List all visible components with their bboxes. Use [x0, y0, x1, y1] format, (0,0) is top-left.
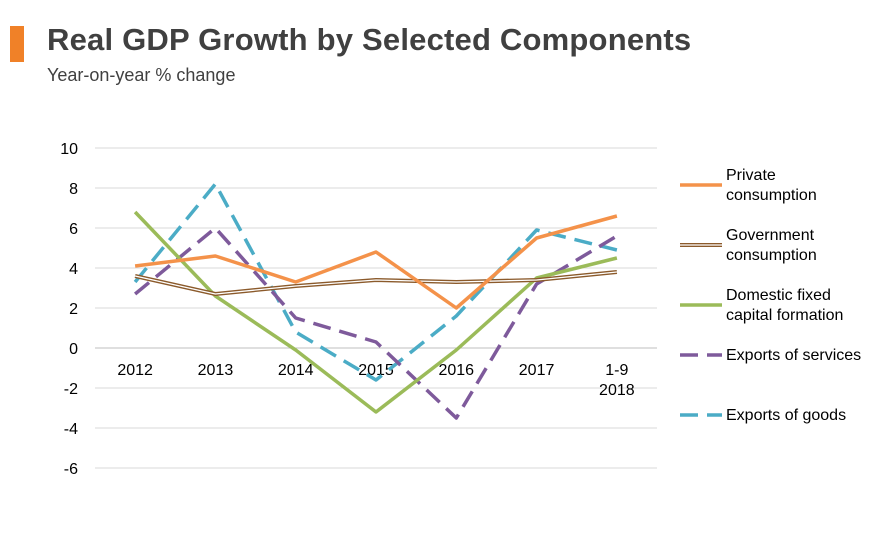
x-tick-label: 2012 — [117, 362, 153, 379]
page-subtitle: Year-on-year % change — [47, 65, 236, 85]
series-line-government-consumption-inner — [134, 271, 617, 295]
y-tick-label: 4 — [69, 261, 78, 278]
page-title: Real GDP Growth by Selected Components — [47, 22, 692, 57]
y-tick-label: -2 — [64, 381, 78, 398]
x-tick-label: 2013 — [198, 362, 234, 379]
y-tick-label: 6 — [69, 221, 78, 238]
gridlines — [95, 147, 657, 469]
y-tick-label: 0 — [69, 341, 78, 358]
y-tick-label: 8 — [69, 181, 78, 198]
x-tick-label: 2017 — [519, 362, 555, 379]
legend: Private consumption Government consumption D… — [680, 167, 861, 424]
series-lines — [133, 182, 618, 420]
legend-item-exports-of-goods: Exports of goods — [680, 407, 846, 424]
y-tick-label: 2 — [69, 301, 78, 318]
series-line-domestic-fixed-capital-formation — [133, 210, 618, 414]
y-tick-label: -4 — [64, 421, 78, 438]
x-tick-label: 1-9 2018 — [599, 362, 635, 399]
legend-item-domestic-fixed-capital-formation: Domestic fixed capital formation — [680, 287, 843, 324]
y-tick-label: 10 — [60, 141, 78, 158]
series-line-private-consumption — [134, 214, 618, 310]
series-line-exports-of-goods — [133, 182, 618, 382]
y-tick-label: -6 — [64, 461, 78, 478]
x-tick-label: 2015 — [358, 362, 394, 379]
x-tick-label: 2016 — [438, 362, 474, 379]
legend-item-private-consumption: Private consumption — [680, 167, 817, 204]
title-accent-bar — [10, 26, 24, 62]
legend-item-exports-of-services: Exports of services — [680, 347, 861, 364]
legend-label: Domestic fixed capital formation — [726, 287, 843, 324]
legend-label: Private consumption — [726, 167, 817, 204]
x-axis-tick-labels: 2012 2013 2014 2015 2016 2017 1-9 2018 — [117, 362, 634, 399]
legend-label: Exports of services — [726, 347, 861, 364]
y-axis-tick-labels: -6 -4 -2 0 2 4 6 8 10 — [60, 141, 78, 478]
legend-item-government-consumption: Government consumption — [680, 227, 817, 264]
legend-label: Government consumption — [726, 227, 817, 264]
legend-label: Exports of goods — [726, 407, 846, 424]
x-tick-label: 2014 — [278, 362, 314, 379]
series-line-exports-of-services — [133, 226, 618, 420]
